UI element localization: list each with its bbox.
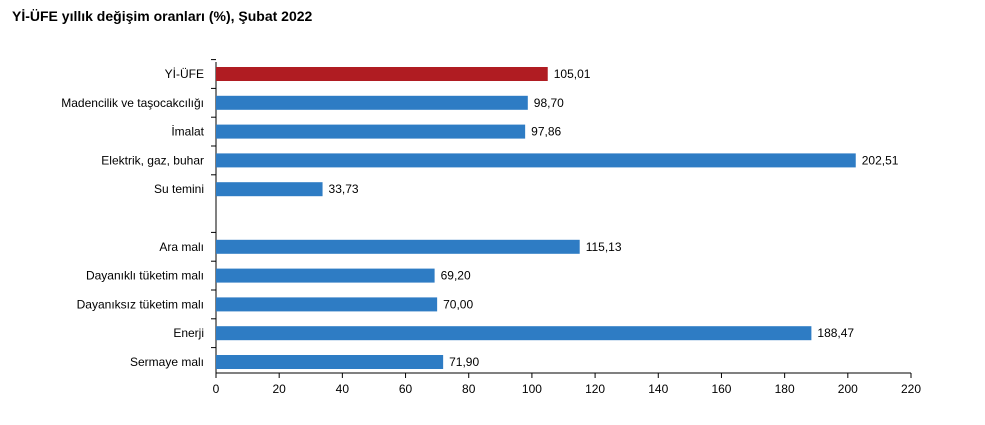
category-label: Yİ-ÜFE [165,67,204,81]
value-label: 70,00 [443,297,473,311]
x-tick-label: 180 [775,382,795,396]
x-tick-label: 40 [336,382,350,396]
x-tick-label: 80 [462,382,476,396]
bar [216,239,580,254]
bar [216,153,856,168]
axes: 0 20 40 60 80 100 120 140 160 180 200 220 [211,59,921,396]
x-tick-label: 120 [585,382,605,396]
category-label: Enerji [173,326,204,340]
x-tick-label: 160 [711,382,731,396]
bar [216,67,548,81]
value-label: 71,90 [449,355,479,369]
category-label: Sermaye malı [130,355,204,369]
x-tick-label: 200 [838,382,858,396]
category-label: Dayanıksız tüketim malı [77,297,204,311]
x-tick-label: 140 [648,382,668,396]
bar [216,297,438,312]
x-tick-label: 60 [399,382,413,396]
bar [216,268,435,283]
bars [216,67,856,369]
value-label: 202,51 [862,153,899,167]
labels: Yİ-ÜFE 105,01 Madencilik ve taşocakcılığı 9… [61,67,899,369]
value-label: 97,86 [531,125,561,139]
category-label: Elektrik, gaz, buhar [101,153,204,167]
bar [216,355,444,369]
category-label: İmalat [171,125,204,139]
value-label: 188,47 [817,326,854,340]
category-label: Su temini [154,182,204,196]
bar [216,326,812,341]
x-tick-label: 220 [901,382,921,396]
value-label: 115,13 [586,240,622,254]
value-label: 69,20 [441,269,471,283]
bar [216,124,526,139]
category-label: Ara malı [159,240,204,254]
category-label: Madencilik ve taşocakcılığı [61,96,204,110]
category-label: Dayanıklı tüketim malı [86,269,204,283]
x-tick-label: 100 [522,382,542,396]
value-label: 33,73 [329,182,359,196]
value-label: 98,70 [534,96,564,110]
bar [216,95,528,110]
bar [216,182,323,197]
x-tick-label: 0 [213,382,220,396]
x-tick-label: 20 [273,382,287,396]
value-label: 105,01 [554,67,591,81]
chart-title: Yİ-ÜFE yıllık değişim oranları (%), Şuba… [12,8,313,24]
